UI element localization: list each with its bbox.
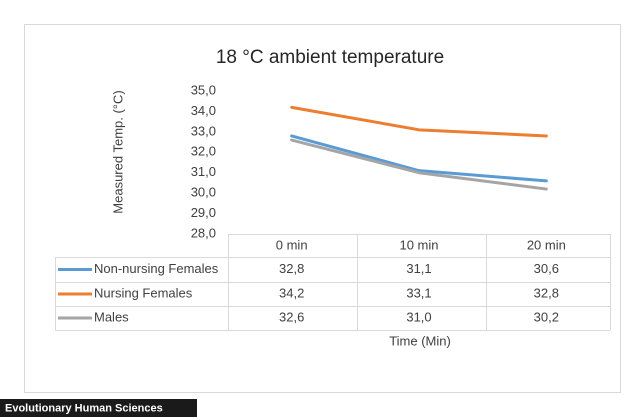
chart-frame [24,24,621,393]
table-value: 31,1 [406,261,431,276]
y-tick-label: 29,0 [191,205,216,220]
legend-label: Nursing Females [94,285,193,300]
y-axis-title: Measured Temp. (°C) [110,90,125,213]
table-value: 30,6 [534,261,559,276]
table-value: 30,2 [534,309,559,324]
table-value: 32,6 [279,309,304,324]
x-tick-label: 20 min [527,237,566,252]
series-line [290,105,548,138]
x-axis-title: Time (Min) [389,333,451,348]
table-value: 32,8 [279,261,304,276]
watermark-bg [0,399,197,417]
chart-title: 18 °C ambient temperature [216,47,444,68]
y-tick-label: 31,0 [191,164,216,179]
y-tick-label: 32,0 [191,144,216,159]
data-table-grid [55,234,611,331]
y-tick-label: 34,0 [191,103,216,118]
series-line [290,134,548,183]
table-value: 34,2 [279,285,304,300]
watermark: Evolutionary Human Sciences [5,402,163,414]
y-tick-label: 30,0 [191,185,216,200]
table-value: 31,0 [406,309,431,324]
table-value: 32,8 [534,285,559,300]
series-line [290,138,548,191]
y-tick-label: 35,0 [191,82,216,97]
legend-label: Non-nursing Females [94,261,219,276]
y-tick-label: 28,0 [191,225,216,240]
x-tick-label: 10 min [399,237,438,252]
x-tick-label: 0 min [276,237,308,252]
legend-label: Males [94,309,129,324]
table-value: 33,1 [406,285,431,300]
y-tick-label: 33,0 [191,123,216,138]
